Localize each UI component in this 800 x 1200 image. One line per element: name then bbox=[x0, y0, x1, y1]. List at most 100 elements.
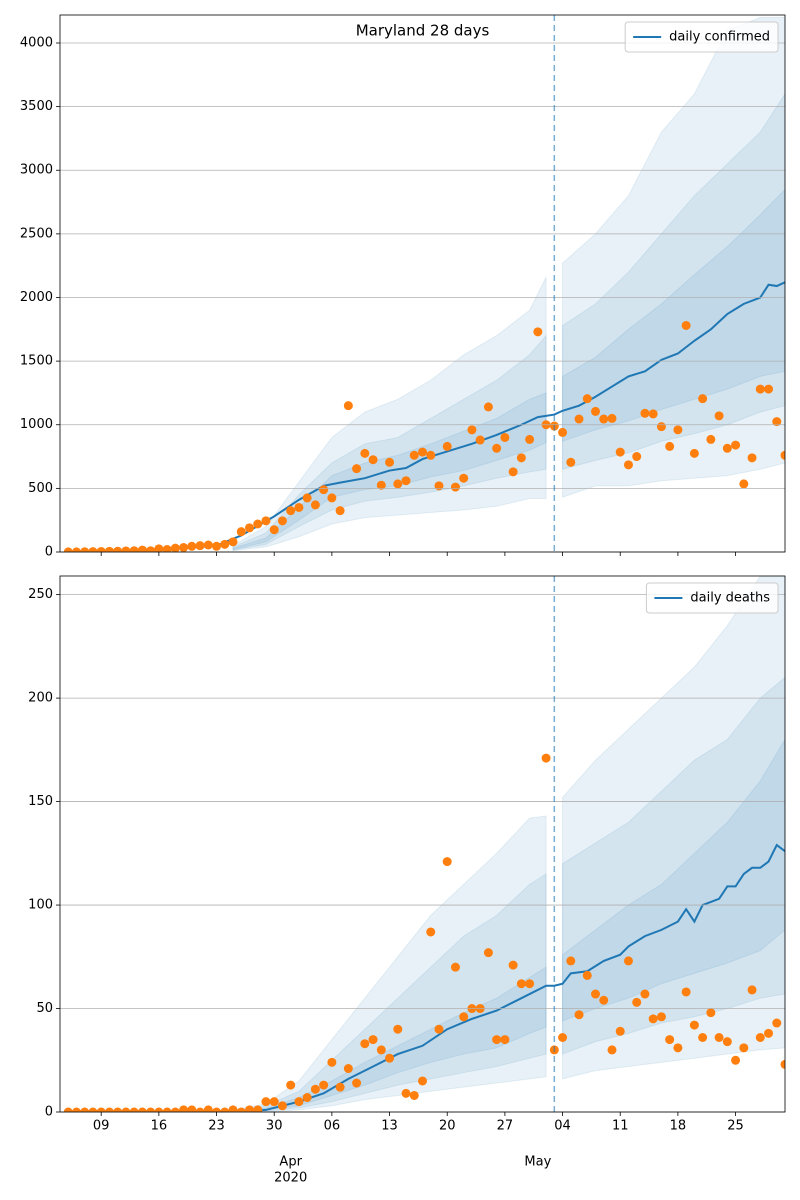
y-tick-label: 1000 bbox=[20, 417, 53, 432]
mean-line bbox=[68, 281, 785, 552]
observed-point bbox=[450, 482, 460, 492]
observed-point bbox=[772, 1018, 782, 1028]
axes-frame bbox=[59, 14, 786, 553]
observed-point bbox=[360, 1039, 370, 1049]
observed-point bbox=[236, 527, 246, 537]
observed-point bbox=[319, 1080, 329, 1090]
observed-point bbox=[525, 434, 535, 444]
observed-point bbox=[121, 546, 131, 552]
observed-point bbox=[516, 979, 526, 989]
y-tick-label: 50 bbox=[36, 1001, 53, 1016]
observed-point bbox=[508, 960, 518, 970]
observed-point bbox=[253, 519, 263, 529]
observed-point bbox=[401, 476, 411, 486]
legend-box bbox=[624, 21, 779, 53]
observed-point bbox=[170, 543, 180, 552]
observed-point bbox=[154, 544, 164, 552]
y-tick-label: 2000 bbox=[20, 290, 53, 305]
observed-point bbox=[335, 1082, 345, 1092]
observed-point bbox=[665, 441, 675, 451]
observed-point bbox=[574, 414, 584, 424]
x-tick-label: 11 bbox=[612, 1119, 629, 1134]
observed-point bbox=[566, 457, 576, 467]
x-tick-label: 20 bbox=[439, 1119, 456, 1134]
observed-point bbox=[698, 1032, 708, 1042]
observed-point bbox=[648, 1014, 658, 1024]
x-tick-label: 09 bbox=[93, 1119, 110, 1134]
observed-point bbox=[706, 1008, 716, 1018]
observed-point bbox=[96, 1107, 106, 1112]
observed-point bbox=[195, 541, 205, 551]
observed-point bbox=[286, 1080, 296, 1090]
y-tick-label: 4000 bbox=[20, 35, 53, 50]
observed-point bbox=[409, 450, 419, 460]
observed-point bbox=[162, 544, 172, 552]
observed-point bbox=[327, 1057, 337, 1067]
observed-point bbox=[146, 546, 156, 552]
observed-point bbox=[780, 1059, 785, 1069]
observed-point bbox=[187, 1105, 197, 1112]
observed-point bbox=[607, 413, 617, 423]
observed-point bbox=[327, 493, 337, 503]
observed-point bbox=[475, 435, 485, 445]
chart-title: Maryland 28 days bbox=[356, 22, 490, 40]
observed-point bbox=[129, 1107, 139, 1112]
y-tick-label: 150 bbox=[28, 794, 53, 809]
observed-point bbox=[731, 1055, 741, 1065]
observed-point bbox=[277, 1101, 287, 1111]
observed-point bbox=[706, 434, 716, 444]
observed-point bbox=[607, 1045, 617, 1055]
observed-point bbox=[665, 1035, 675, 1045]
observed-point bbox=[203, 1105, 213, 1112]
observed-point bbox=[244, 1105, 254, 1112]
legend-label: daily deaths bbox=[690, 591, 770, 606]
observed-point bbox=[780, 450, 785, 460]
month-label: Apr bbox=[279, 1155, 302, 1170]
observed-point bbox=[426, 450, 436, 460]
legend-box bbox=[645, 582, 779, 614]
observed-point bbox=[747, 985, 757, 995]
observed-point bbox=[203, 540, 213, 550]
observed-point bbox=[656, 422, 666, 432]
observed-point bbox=[88, 547, 98, 552]
observed-point bbox=[121, 1107, 131, 1112]
observed-point bbox=[418, 447, 427, 457]
legend-label: daily confirmed bbox=[669, 30, 770, 45]
observed-point bbox=[731, 440, 741, 450]
observed-point bbox=[162, 1107, 172, 1112]
y-tick-label: 200 bbox=[28, 691, 53, 706]
observed-point bbox=[459, 473, 469, 483]
year-label: 2020 bbox=[274, 1171, 307, 1186]
observed-point bbox=[71, 547, 81, 552]
observed-point bbox=[154, 1107, 164, 1112]
y-tick-label: 500 bbox=[28, 481, 53, 496]
observed-point bbox=[632, 997, 642, 1007]
observed-point bbox=[689, 448, 699, 458]
observed-point bbox=[648, 409, 658, 419]
observed-point bbox=[492, 443, 502, 453]
observed-point bbox=[236, 1107, 246, 1112]
observed-point bbox=[714, 411, 724, 421]
observed-point bbox=[146, 1107, 156, 1112]
observed-point bbox=[434, 481, 444, 491]
observed-point bbox=[615, 1026, 625, 1036]
observed-point bbox=[129, 546, 139, 552]
y-tick-label: 3500 bbox=[20, 99, 53, 114]
observed-point bbox=[582, 394, 592, 404]
observed-point bbox=[310, 500, 320, 510]
observed-point bbox=[640, 408, 650, 418]
observed-point bbox=[228, 1105, 238, 1112]
x-tick-label: 27 bbox=[497, 1119, 514, 1134]
observed-point bbox=[220, 1107, 230, 1112]
x-tick-label: 06 bbox=[324, 1119, 341, 1134]
observed-point bbox=[434, 1024, 444, 1034]
observed-point bbox=[566, 956, 576, 966]
observed-point bbox=[673, 1043, 683, 1053]
observed-point bbox=[681, 987, 691, 997]
observed-point bbox=[533, 327, 543, 337]
y-tick-label: 100 bbox=[28, 898, 53, 913]
observed-point bbox=[80, 1107, 90, 1112]
observed-point bbox=[63, 1107, 73, 1112]
observed-point bbox=[343, 401, 353, 411]
observed-point bbox=[401, 1088, 411, 1098]
